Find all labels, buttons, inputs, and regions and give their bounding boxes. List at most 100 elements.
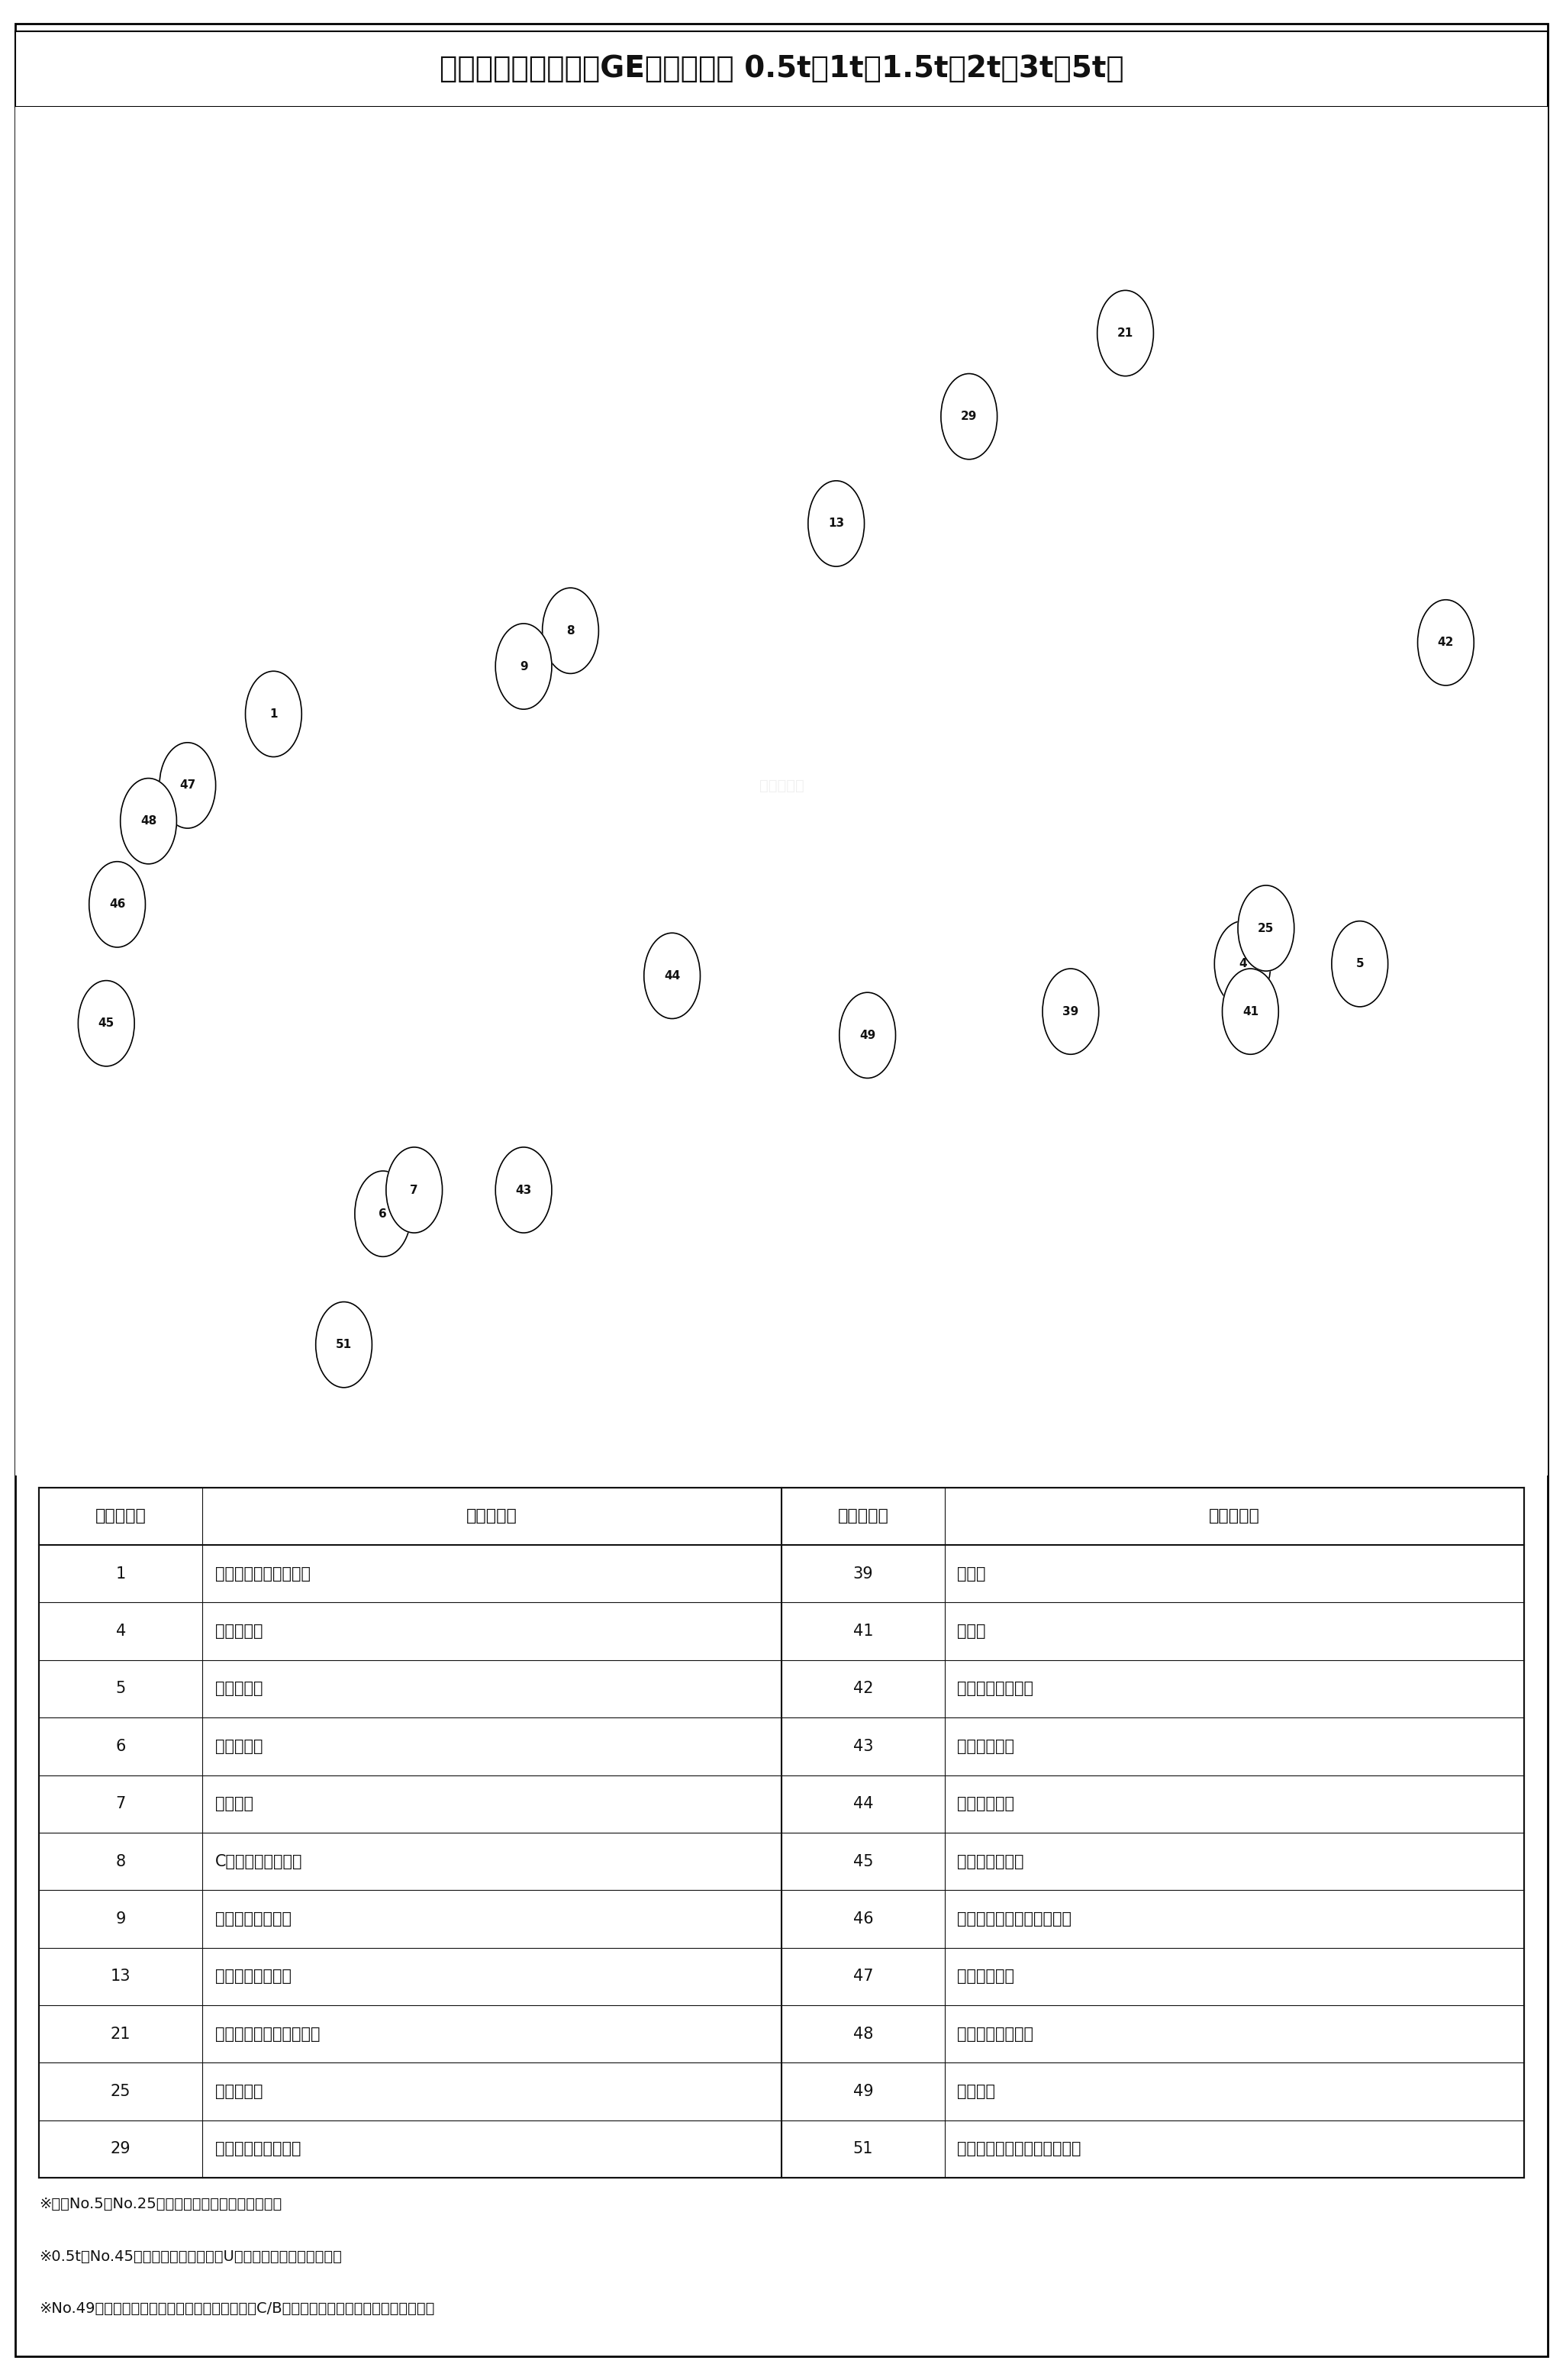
Text: ブラケット: ブラケット [216,1623,263,1640]
Text: ギヤローラセット: ギヤローラセット [216,1911,291,1925]
Text: ハンドチェーン（標準揚程）: ハンドチェーン（標準揚程） [957,2142,1082,2156]
Text: 4: 4 [1238,959,1247,969]
Text: 29: 29 [111,2142,131,2156]
Bar [16,31,1547,107]
Text: ばね座金: ばね座金 [216,1797,253,1811]
Text: 割ピン: 割ピン [957,1623,986,1640]
Text: 4: 4 [116,1623,125,1640]
Text: 51: 51 [336,1340,352,1349]
Text: 結合金具: 結合金具 [957,2085,996,2099]
Text: 47: 47 [180,781,195,790]
Text: 5: 5 [116,1680,125,1697]
Text: 部　品　名: 部 品 名 [466,1509,517,1523]
Text: 六角ボルト: 六角ボルト [216,2085,263,2099]
Text: ハンドホイル: ハンドホイル [957,1968,1014,1985]
Circle shape [644,933,700,1019]
Text: 42: 42 [853,1680,874,1697]
Circle shape [1222,969,1279,1054]
Text: 45: 45 [98,1019,114,1028]
Text: 6: 6 [378,1209,388,1219]
Circle shape [1332,921,1388,1007]
Text: 39: 39 [853,1566,874,1580]
Text: 41: 41 [1243,1007,1258,1016]
Text: 1: 1 [269,709,278,719]
Text: 六角溝付ナット: 六角溝付ナット [957,1854,1024,1868]
Bar [39,1488,1524,2178]
Text: 39: 39 [1063,1007,1078,1016]
Text: 13: 13 [111,1968,131,1985]
Circle shape [542,588,599,674]
Text: C形止め輪（軸用）: C形止め輪（軸用） [216,1854,302,1868]
Text: ※0.5tのNo.45・六角溝付ナットは、Uナットになっております。: ※0.5tのNo.45・六角溝付ナットは、Uナットになっております。 [39,2249,342,2263]
Text: 部　品　名: 部 品 名 [1208,1509,1260,1523]
Text: ブレン側サイドプレート: ブレン側サイドプレート [216,2025,320,2042]
Text: ピニオンギヤ: ピニオンギヤ [957,1797,1014,1811]
Circle shape [1418,600,1474,685]
Bar [16,107,1547,1476]
Text: 47: 47 [853,1968,874,1985]
Text: 43: 43 [853,1740,874,1754]
Circle shape [316,1302,372,1388]
Text: 6: 6 [116,1740,127,1754]
Circle shape [1238,885,1294,971]
Text: 44: 44 [664,971,680,981]
Text: 7: 7 [410,1185,419,1195]
Circle shape [1214,921,1271,1007]
Text: ギヤ側サイドプレート: ギヤ側サイドプレート [216,1566,311,1580]
Text: 45: 45 [853,1854,874,1868]
Text: アジャストカラー: アジャストカラー [957,1680,1033,1697]
Circle shape [941,374,997,459]
Circle shape [808,481,864,566]
Text: 49: 49 [860,1031,875,1040]
Text: 48: 48 [853,2025,874,2042]
Text: 49: 49 [853,2085,874,2099]
Circle shape [386,1147,442,1233]
Circle shape [159,743,216,828]
Text: 46: 46 [109,900,125,909]
Text: 9: 9 [519,662,528,671]
Circle shape [1097,290,1153,376]
Text: 48: 48 [141,816,156,826]
Text: 44: 44 [853,1797,874,1811]
Text: 29: 29 [961,412,977,421]
Text: 13: 13 [828,519,844,528]
Text: ブレンローラセット: ブレンローラセット [216,2142,300,2156]
Text: 分解図符号: 分解図符号 [95,1509,147,1523]
Text: 5: 5 [1355,959,1364,969]
Text: 41: 41 [853,1623,874,1640]
Circle shape [495,1147,552,1233]
Text: 46: 46 [853,1911,874,1925]
Text: （分解図）: （分解図） [760,778,803,793]
Text: ※No.49・結合金具を直結でご使用の場合、電気C/Bの機種名・トン数をご確認ください。: ※No.49・結合金具を直結でご使用の場合、電気C/Bの機種名・トン数をご確認く… [39,2301,435,2316]
Text: 43: 43 [516,1185,531,1195]
Circle shape [245,671,302,757]
Text: 21: 21 [111,2025,131,2042]
Text: 7: 7 [116,1797,125,1811]
Text: 分解図と部品名称：GE型（電気用 0.5t・1t・1.5t・2t・3t・5t）: 分解図と部品名称：GE型（電気用 0.5t・1t・1.5t・2t・3t・5t） [439,55,1124,83]
Text: ※部品No.5とNo.25のボルトの長さが異なります。: ※部品No.5とNo.25のボルトの長さが異なります。 [39,2197,281,2211]
Circle shape [355,1171,411,1257]
Text: 51: 51 [853,2142,874,2156]
Text: 1: 1 [116,1566,125,1580]
Text: 8: 8 [566,626,575,635]
Circle shape [120,778,177,864]
Text: 21: 21 [1118,328,1133,338]
Text: 8: 8 [116,1854,125,1868]
Text: 9: 9 [116,1911,127,1925]
Circle shape [839,992,896,1078]
Text: 25: 25 [111,2085,131,2099]
Text: キープレート: キープレート [957,1740,1014,1754]
Text: ローラピン用座金: ローラピン用座金 [216,1968,291,1985]
Circle shape [495,624,552,709]
Text: 25: 25 [1258,923,1274,933]
Circle shape [78,981,134,1066]
Text: 分解図符号: 分解図符号 [838,1509,889,1523]
Text: 割ピン（ピニオンギヤ用）: 割ピン（ピニオンギヤ用） [957,1911,1072,1925]
Text: 吊り軸: 吊り軸 [957,1566,986,1580]
Circle shape [1043,969,1099,1054]
Text: 六角ナット: 六角ナット [216,1740,263,1754]
Circle shape [89,862,145,947]
Text: 六角ボルト: 六角ボルト [216,1680,263,1697]
Text: チェックワッシャ: チェックワッシャ [957,2025,1033,2042]
Text: 42: 42 [1438,638,1454,647]
